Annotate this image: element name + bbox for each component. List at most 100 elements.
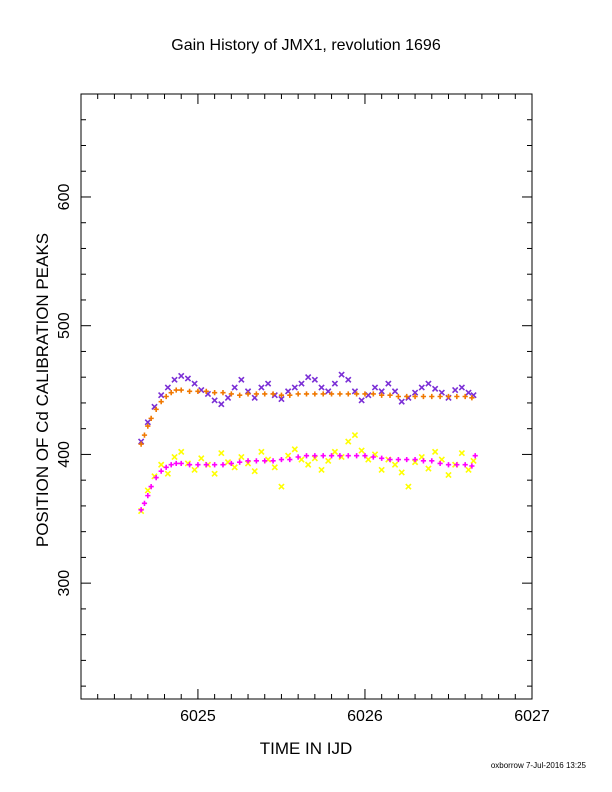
data-point — [345, 453, 351, 459]
data-point — [328, 453, 335, 459]
data-point — [158, 392, 165, 399]
data-point — [211, 397, 218, 404]
series-1 — [137, 371, 477, 445]
data-point — [370, 454, 376, 460]
data-point — [163, 464, 169, 470]
data-point — [458, 449, 466, 457]
data-point — [454, 393, 460, 400]
data-point — [451, 386, 459, 394]
x-tick-label: 6025 — [180, 708, 216, 725]
data-point — [173, 387, 179, 393]
data-point — [237, 459, 243, 465]
data-point — [203, 388, 209, 394]
x-axis-label: TIME IN IJD — [260, 739, 353, 758]
data-point — [370, 391, 376, 397]
series-2 — [138, 387, 475, 447]
data-point — [195, 462, 201, 468]
data-point — [391, 388, 399, 395]
data-point — [173, 460, 179, 467]
data-point — [262, 458, 268, 464]
data-point — [158, 461, 165, 468]
data-point — [391, 461, 399, 468]
data-point — [371, 384, 379, 391]
data-point — [404, 393, 410, 400]
data-point — [287, 392, 293, 398]
data-point — [420, 393, 427, 400]
data-point — [220, 462, 226, 468]
data-point — [164, 470, 172, 477]
data-point — [431, 448, 439, 456]
data-point — [153, 406, 159, 412]
data-point — [454, 462, 460, 468]
data-point — [469, 463, 475, 469]
plot-frame — [80, 93, 533, 700]
data-point — [218, 449, 225, 457]
data-point — [437, 460, 443, 467]
data-point — [378, 388, 385, 395]
data-point — [412, 456, 418, 463]
data-point — [325, 388, 332, 395]
data-point — [345, 376, 352, 383]
data-point — [178, 460, 184, 467]
y-tick-label: 500 — [56, 312, 73, 339]
data-point — [358, 447, 365, 454]
data-point — [345, 391, 351, 397]
data-point — [378, 466, 385, 474]
data-point — [231, 384, 238, 391]
data-point — [211, 470, 218, 477]
data-point — [445, 471, 452, 479]
data-point — [224, 394, 232, 401]
data-point — [212, 462, 218, 468]
data-point — [153, 474, 159, 481]
data-point — [228, 391, 234, 397]
data-point — [338, 371, 345, 378]
data-point — [291, 384, 298, 391]
data-point — [387, 392, 393, 398]
data-point — [138, 507, 144, 513]
data-point — [178, 448, 185, 456]
data-point — [379, 455, 385, 461]
data-point — [404, 456, 410, 463]
data-point — [398, 398, 405, 405]
data-point — [295, 391, 301, 397]
data-point — [412, 393, 418, 400]
data-point — [318, 384, 325, 391]
series-3 — [137, 431, 477, 515]
data-point — [253, 391, 259, 397]
data-point — [141, 500, 148, 506]
data-point — [171, 453, 178, 461]
y-tick-label: 600 — [56, 184, 73, 211]
data-point — [320, 391, 326, 397]
data-point — [398, 469, 405, 476]
data-point — [395, 456, 401, 463]
data-point — [148, 415, 154, 421]
data-point — [469, 395, 475, 401]
x-tick-label: 6027 — [514, 708, 550, 725]
data-point — [291, 446, 298, 453]
data-point — [144, 487, 151, 494]
data-point — [144, 419, 151, 426]
data-point — [238, 453, 245, 461]
x-tick-label: 6026 — [347, 708, 383, 725]
data-point — [472, 453, 478, 459]
data-point — [418, 384, 425, 391]
data-point — [311, 376, 319, 383]
data-point — [258, 384, 265, 391]
footer-credit: oxborrow 7-Jul-2016 13:25 — [491, 761, 587, 770]
x-axis: 6025 6026 6027 — [80, 94, 550, 725]
data-point — [195, 388, 201, 394]
data-point — [445, 393, 452, 400]
data-point — [354, 453, 360, 459]
data-point — [145, 423, 151, 429]
data-point — [191, 466, 198, 474]
data-point — [158, 468, 164, 474]
chart-title: Gain History of JMX1, revolution 1696 — [171, 37, 441, 54]
data-point — [337, 391, 343, 397]
data-point — [465, 466, 472, 474]
data-point — [138, 441, 144, 447]
data-point — [303, 391, 310, 397]
data-point — [171, 376, 178, 383]
data-point — [351, 431, 359, 439]
data-point — [462, 393, 468, 400]
y-tick-label: 400 — [56, 441, 73, 468]
